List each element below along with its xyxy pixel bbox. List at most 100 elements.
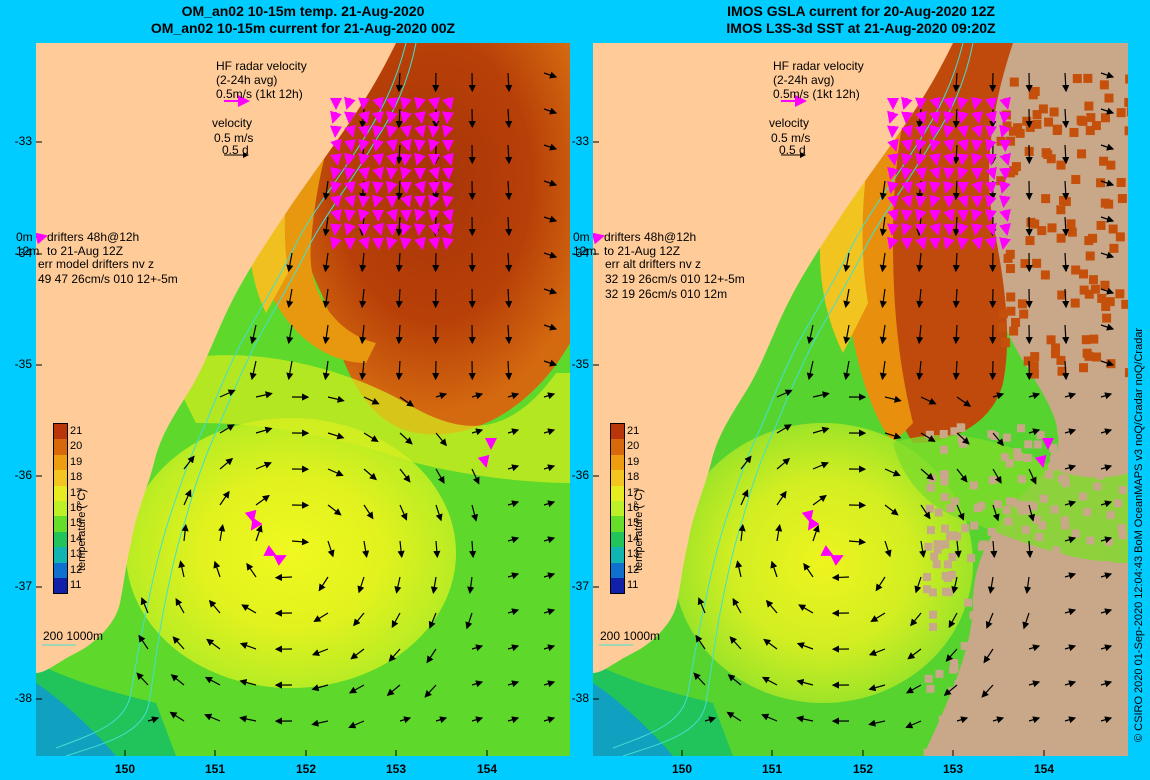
velocity-vector <box>505 180 513 201</box>
velocity-vector <box>732 597 742 614</box>
velocity-vector <box>357 576 365 594</box>
velocity-vector <box>147 716 160 724</box>
velocity-vector <box>208 599 221 614</box>
velocity-vector <box>507 536 520 544</box>
velocity-vector <box>870 612 886 623</box>
hf-radar-vector <box>887 208 899 222</box>
velocity-vector <box>776 389 793 398</box>
velocity-vector <box>318 576 329 592</box>
velocity-vector <box>1100 500 1113 508</box>
colorbar-tick-label: 12 <box>70 563 83 576</box>
velocity-vector <box>136 672 149 686</box>
stats-row-1: 32 19 26cm/s 010 12+-5m <box>605 272 745 286</box>
velocity-vector <box>543 680 556 688</box>
velocity-vector <box>395 72 403 93</box>
colorbar-tick-label: 13 <box>70 548 83 561</box>
velocity-vector <box>327 395 345 403</box>
velocity-vector <box>507 572 520 580</box>
hf-radar-vector <box>943 152 955 166</box>
velocity-vector <box>879 360 887 381</box>
velocity-vector <box>424 684 437 698</box>
hf-radar-vector <box>901 194 913 208</box>
velocity-vector <box>740 489 749 506</box>
velocity-vector <box>255 426 273 434</box>
velocity-vector <box>920 396 937 405</box>
hf-radar-vector <box>971 223 983 236</box>
velocity-vector <box>943 684 958 696</box>
velocity-vector <box>796 678 814 686</box>
velocity-vector <box>761 676 778 686</box>
velocity-vector <box>1100 464 1113 472</box>
hf-radar-vector <box>372 194 384 208</box>
velocity-vector <box>776 424 792 434</box>
hf-radar-vector <box>915 236 927 250</box>
hf-radar-vector <box>915 208 927 222</box>
colorbar-segment <box>54 531 67 548</box>
hf-radar-vector <box>807 517 820 531</box>
hf-radar-vector <box>985 125 997 138</box>
velocity-vector <box>1062 288 1070 309</box>
velocity-vector <box>985 612 994 629</box>
velocity-vector <box>945 648 958 662</box>
velocity-vector <box>435 716 448 724</box>
left-lat-label: -33 <box>14 134 32 148</box>
colorbar-segment <box>611 577 624 594</box>
colorbar-tick-label: 18 <box>70 471 83 484</box>
velocity-vector <box>327 468 344 477</box>
velocity-legend-line3: 0.5 d <box>222 143 249 157</box>
hf-radar-vector <box>943 97 955 110</box>
velocity-vector <box>761 713 778 722</box>
hf-radar-vector <box>901 139 913 152</box>
colorbar-tick-label: 15 <box>627 517 640 530</box>
hf-radar-vector <box>999 124 1011 138</box>
velocity-vector <box>505 216 513 237</box>
right-lon-label: 150 <box>671 762 693 776</box>
hf-radar-vector <box>372 237 384 250</box>
velocity-vector <box>1100 323 1115 331</box>
colorbar-segment <box>611 424 624 440</box>
velocity-vector <box>1026 540 1034 559</box>
hf-radar-vector <box>386 167 398 180</box>
velocity-vector <box>884 540 892 558</box>
hf-radar-vector <box>985 181 997 194</box>
left-lat-label: -35 <box>14 357 32 371</box>
left-lat-label: -37 <box>14 579 32 593</box>
hf-radar-vector <box>358 180 370 194</box>
hf-radar-vector <box>372 111 384 124</box>
velocity-vector <box>951 576 959 594</box>
velocity-vector <box>543 572 556 580</box>
hf-radar-vector <box>344 181 356 194</box>
velocity-vector <box>395 360 403 381</box>
hf-radar-vector <box>887 195 899 208</box>
hf-radar-vector <box>915 97 927 110</box>
velocity-vector <box>987 576 995 594</box>
hf-radar-vector <box>957 209 969 222</box>
model-temperature-map: HF radar velocity (2-24h avg) 0.5m/s (1k… <box>36 43 570 756</box>
velocity-vector <box>274 573 293 582</box>
hf-radar-vector <box>943 236 955 250</box>
hf-radar-vector <box>372 222 384 236</box>
velocity-vector <box>1100 287 1115 295</box>
velocity-vector <box>543 179 558 187</box>
velocity-vector <box>956 716 969 724</box>
velocity-vector <box>172 636 185 650</box>
velocity-vector <box>363 468 377 481</box>
velocity-vector <box>1100 251 1115 259</box>
no-data-pixels <box>923 423 1128 756</box>
hf-radar-vector <box>442 180 454 194</box>
hf-radar-vector <box>915 138 927 152</box>
colorbar-segment <box>611 531 624 548</box>
velocity-vector <box>952 180 960 201</box>
velocity-vector <box>1022 612 1030 630</box>
hf-radar-vector <box>358 125 370 138</box>
hf-radar-vector <box>330 208 342 222</box>
velocity-vector <box>435 432 447 447</box>
velocity-vector <box>1064 428 1077 436</box>
hf-radar-vector <box>887 125 899 138</box>
hf-radar-vectors <box>244 96 497 566</box>
hf-radar-vector <box>428 166 440 180</box>
hf-radar-vector <box>386 97 398 110</box>
hf-radar-vector <box>330 223 342 236</box>
velocity-vector <box>1062 144 1070 165</box>
velocity-vector <box>543 536 556 544</box>
